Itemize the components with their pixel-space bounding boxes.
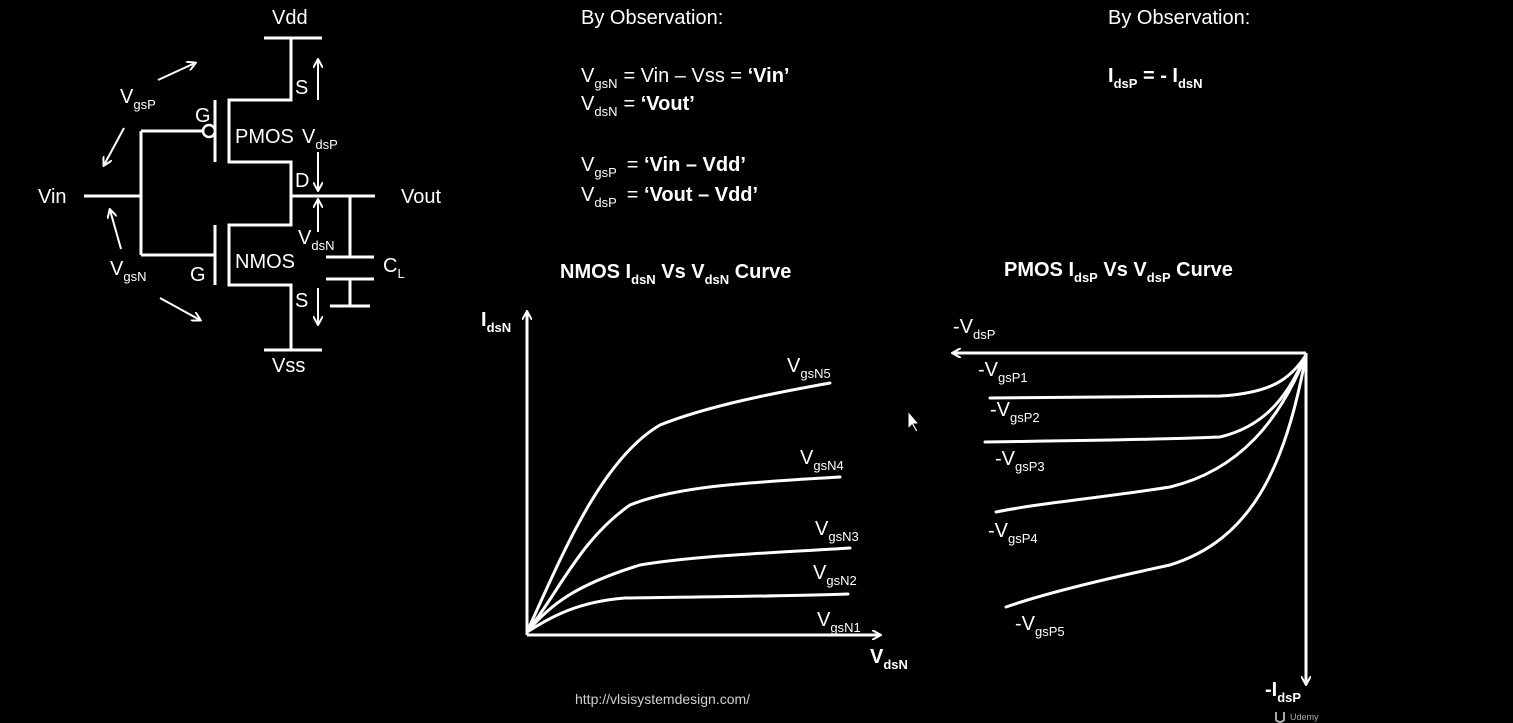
- vin-label: Vin: [38, 186, 67, 208]
- nmos-curve-5-label: VgsN5: [787, 355, 831, 381]
- nmos-gate-label: G: [190, 264, 206, 286]
- vdsp-label: VdsP: [302, 126, 338, 152]
- pmos-curve-1: [988, 353, 1308, 400]
- nmos-label: NMOS: [235, 251, 295, 273]
- observation-line-2: VdsN = ‘Vout’: [581, 93, 695, 119]
- nmos-channel: [227, 196, 293, 350]
- observation-line-3: VgsP = ‘Vin – Vdd’: [581, 154, 746, 180]
- vgsp-arrow-down: [104, 127, 125, 165]
- udemy-logo: Udemy: [1275, 712, 1319, 723]
- observation-line-1: VgsN = Vin – Vss = ‘Vin’: [581, 65, 790, 91]
- pmos-curve-4: [1004, 353, 1308, 609]
- pmos-x-label: -VdsP: [953, 316, 995, 342]
- drain-label: D: [295, 170, 309, 192]
- observation-line-4: VdsP = ‘Vout – Vdd’: [581, 184, 758, 210]
- pmos-curve-3-label: -VgsP3: [995, 448, 1045, 474]
- vgsn-arrow-down: [159, 297, 200, 320]
- vdd-label: Vdd: [272, 7, 308, 29]
- pmos-chart-title: PMOS IdsP Vs VdsP Curve: [1004, 259, 1233, 285]
- pmos-channel: [227, 38, 293, 196]
- nmos-curve-3: [525, 546, 852, 634]
- cursor-icon: [907, 409, 921, 433]
- pmos-y-label: -IdsP: [1265, 679, 1301, 705]
- current-relation: IdsP = - IdsN: [1108, 65, 1203, 91]
- nmos-chart: NMOS IdsN Vs VdsN Curve IdsN VdsN VgsN5 …: [481, 261, 908, 672]
- nmos-y-label: IdsN: [481, 309, 511, 335]
- nmos-x-label: VdsN: [870, 646, 908, 672]
- nmos-source-label: S: [295, 290, 308, 312]
- nmos-curve-4-label: VgsN4: [800, 447, 844, 473]
- pmos-curve-2: [983, 353, 1308, 444]
- pmos-curve-3: [994, 353, 1308, 514]
- pmos-curve-4-label: -VgsP4: [988, 520, 1038, 546]
- vgsn-label: VgsN: [110, 258, 146, 284]
- nmos-curve-5: [525, 381, 832, 634]
- nmos-curve-3-label: VgsN3: [815, 518, 859, 544]
- pmos-chart: PMOS IdsP Vs VdsP Curve -VdsP -IdsP -Vgs…: [953, 259, 1306, 705]
- nmos-curve-4: [525, 475, 842, 634]
- pmos-gate-label: G: [195, 105, 211, 127]
- nmos-chart-title: NMOS IdsN Vs VdsN Curve: [560, 261, 791, 287]
- observation-heading-right: By Observation:: [1108, 7, 1250, 29]
- vgsp-label: VgsP: [120, 86, 156, 112]
- pmos-label: PMOS: [235, 126, 294, 148]
- cl-label: CL: [383, 255, 405, 281]
- pmos-source-label: S: [295, 77, 308, 99]
- vss-label: Vss: [272, 355, 305, 377]
- vgsp-arrow-up: [157, 63, 195, 81]
- pmos-curve-2-label: -VgsP2: [990, 399, 1040, 425]
- nmos-curve-2: [525, 592, 850, 634]
- load-capacitor: [326, 196, 374, 308]
- udemy-icon: [1275, 712, 1285, 723]
- nmos-curve-2-label: VgsN2: [813, 562, 857, 588]
- vout-label: Vout: [401, 186, 441, 208]
- cmos-inverter-circuit: Vdd Vss Vin Vout CL G G S D S PMOS NMOS …: [38, 7, 441, 377]
- observations-right: By Observation: IdsP = - IdsN: [1108, 7, 1250, 91]
- observation-heading-left: By Observation:: [581, 7, 723, 29]
- nmos-curve-1-label: VgsN1: [817, 609, 861, 635]
- vdsn-label: VdsN: [298, 227, 334, 253]
- udemy-brand: Udemy: [1290, 712, 1319, 722]
- vgsn-arrow-up: [110, 210, 122, 250]
- footer-url: http://vlsisystemdesign.com/: [575, 691, 750, 707]
- pmos-curve-5-label: -VgsP5: [1015, 613, 1065, 639]
- observations-left: By Observation: VgsN = Vin – Vss = ‘Vin’ …: [581, 7, 790, 210]
- pmos-curve-1-label: -VgsP1: [978, 359, 1028, 385]
